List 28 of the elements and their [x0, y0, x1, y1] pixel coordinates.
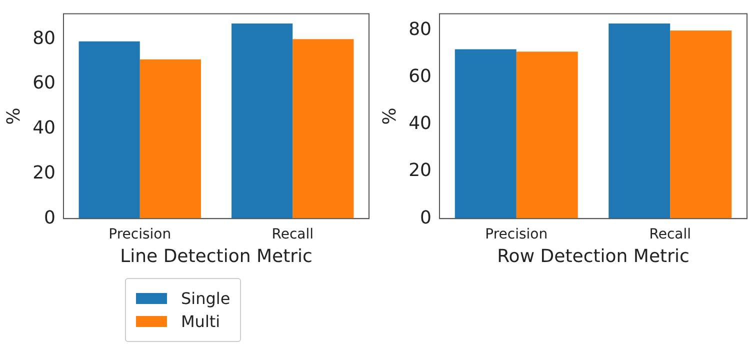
y-tick-label: 20 [32, 162, 56, 184]
bar [78, 41, 140, 219]
legend-label: Single [181, 289, 230, 308]
y-tick-label: 80 [32, 28, 56, 49]
y-axis-title: % [379, 108, 400, 125]
bar [516, 52, 578, 219]
y-tick-label: 40 [408, 113, 432, 134]
y-tick-label: 20 [408, 160, 432, 182]
y-tick-label: 0 [44, 207, 56, 228]
y-axis-title: % [3, 108, 24, 125]
bar [608, 23, 670, 219]
y-tick-label: 60 [32, 72, 56, 94]
x-tick-label: Precision [485, 226, 548, 243]
bar [232, 23, 293, 219]
y-tick-label: 80 [408, 19, 432, 40]
legend-label: Multi [181, 312, 220, 331]
bar [454, 49, 516, 219]
x-tick-label: Precision [108, 226, 172, 243]
x-axis-title: Row Detection Metric [497, 246, 690, 267]
x-axis-title: Line Detection Metric [120, 246, 312, 267]
bar [140, 59, 201, 219]
x-tick-label: Recall [272, 226, 314, 243]
x-tick-label: Recall [649, 226, 692, 243]
y-tick-label: 60 [408, 66, 432, 88]
bar [670, 30, 732, 219]
y-tick-label: 40 [32, 118, 56, 139]
y-tick-label: 0 [420, 207, 432, 228]
bar [292, 39, 354, 219]
